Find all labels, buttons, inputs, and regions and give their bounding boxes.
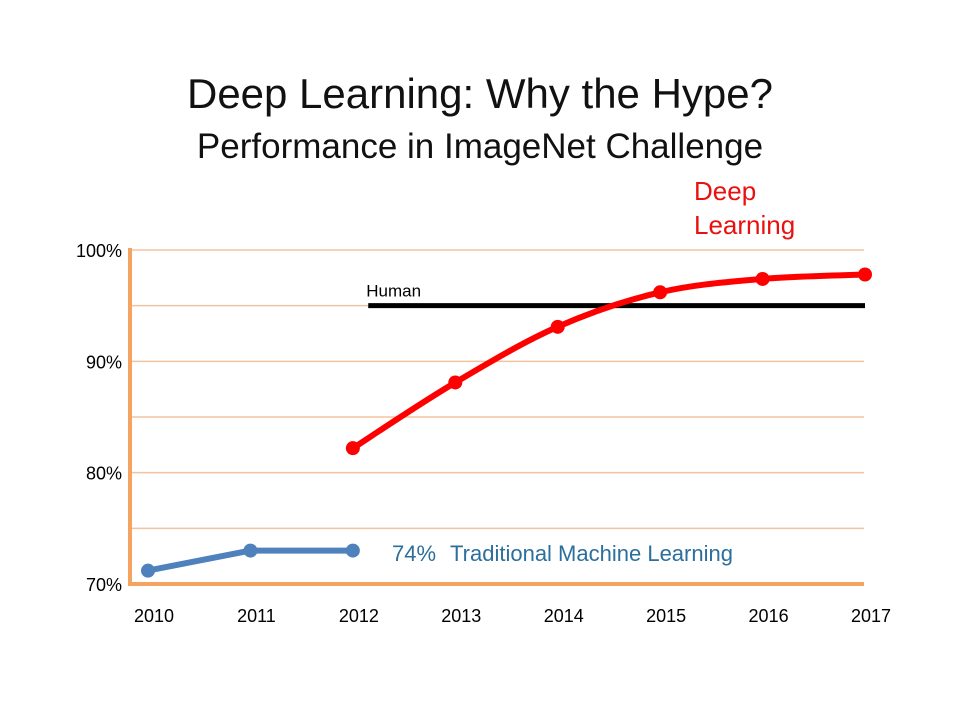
deep-learning-point [345,441,360,456]
deep-learning-point [858,267,872,282]
traditional-machine-learning-point [243,543,258,558]
x-tick-label: 2011 [237,606,276,626]
x-tick-label: 2017 [851,606,891,626]
y-tick-label: 70% [86,575,122,595]
x-tick-label: 2015 [646,606,686,626]
x-tick-label: 2010 [134,606,174,626]
y-tick-label: 100% [76,241,122,261]
x-tick-label: 2014 [544,606,584,626]
traditional-ml-name: Traditional Machine Learning [450,541,733,566]
deep-learning-point [448,375,463,390]
traditional-ml-label: 74% Traditional Machine Learning [392,537,733,571]
deep-learning-point [755,271,770,286]
deep-learning-label: Deep Learning [694,174,824,242]
x-tick-label: 2016 [749,606,789,626]
chart-subtitle: Performance in ImageNet Challenge [196,127,764,166]
deep-learning-point [550,319,565,334]
deep-learning-point [653,285,668,300]
deep-learning-label-line1: Deep [694,176,757,206]
deep-learning-line [349,271,868,452]
y-tick-label: 80% [86,464,122,484]
y-tick-label: 90% [86,352,122,372]
traditional-machine-learning-point [141,563,155,578]
traditional-machine-learning-point [345,543,360,558]
chart-title: Deep Learning: Why the Hype? [186,70,773,117]
human-label: Human [366,282,421,301]
traditional-ml-percent: 74% [392,541,437,566]
deep-learning-label-line2: Learning [694,210,796,240]
x-tick-label: 2013 [441,606,481,626]
x-tick-label: 2012 [339,606,379,626]
